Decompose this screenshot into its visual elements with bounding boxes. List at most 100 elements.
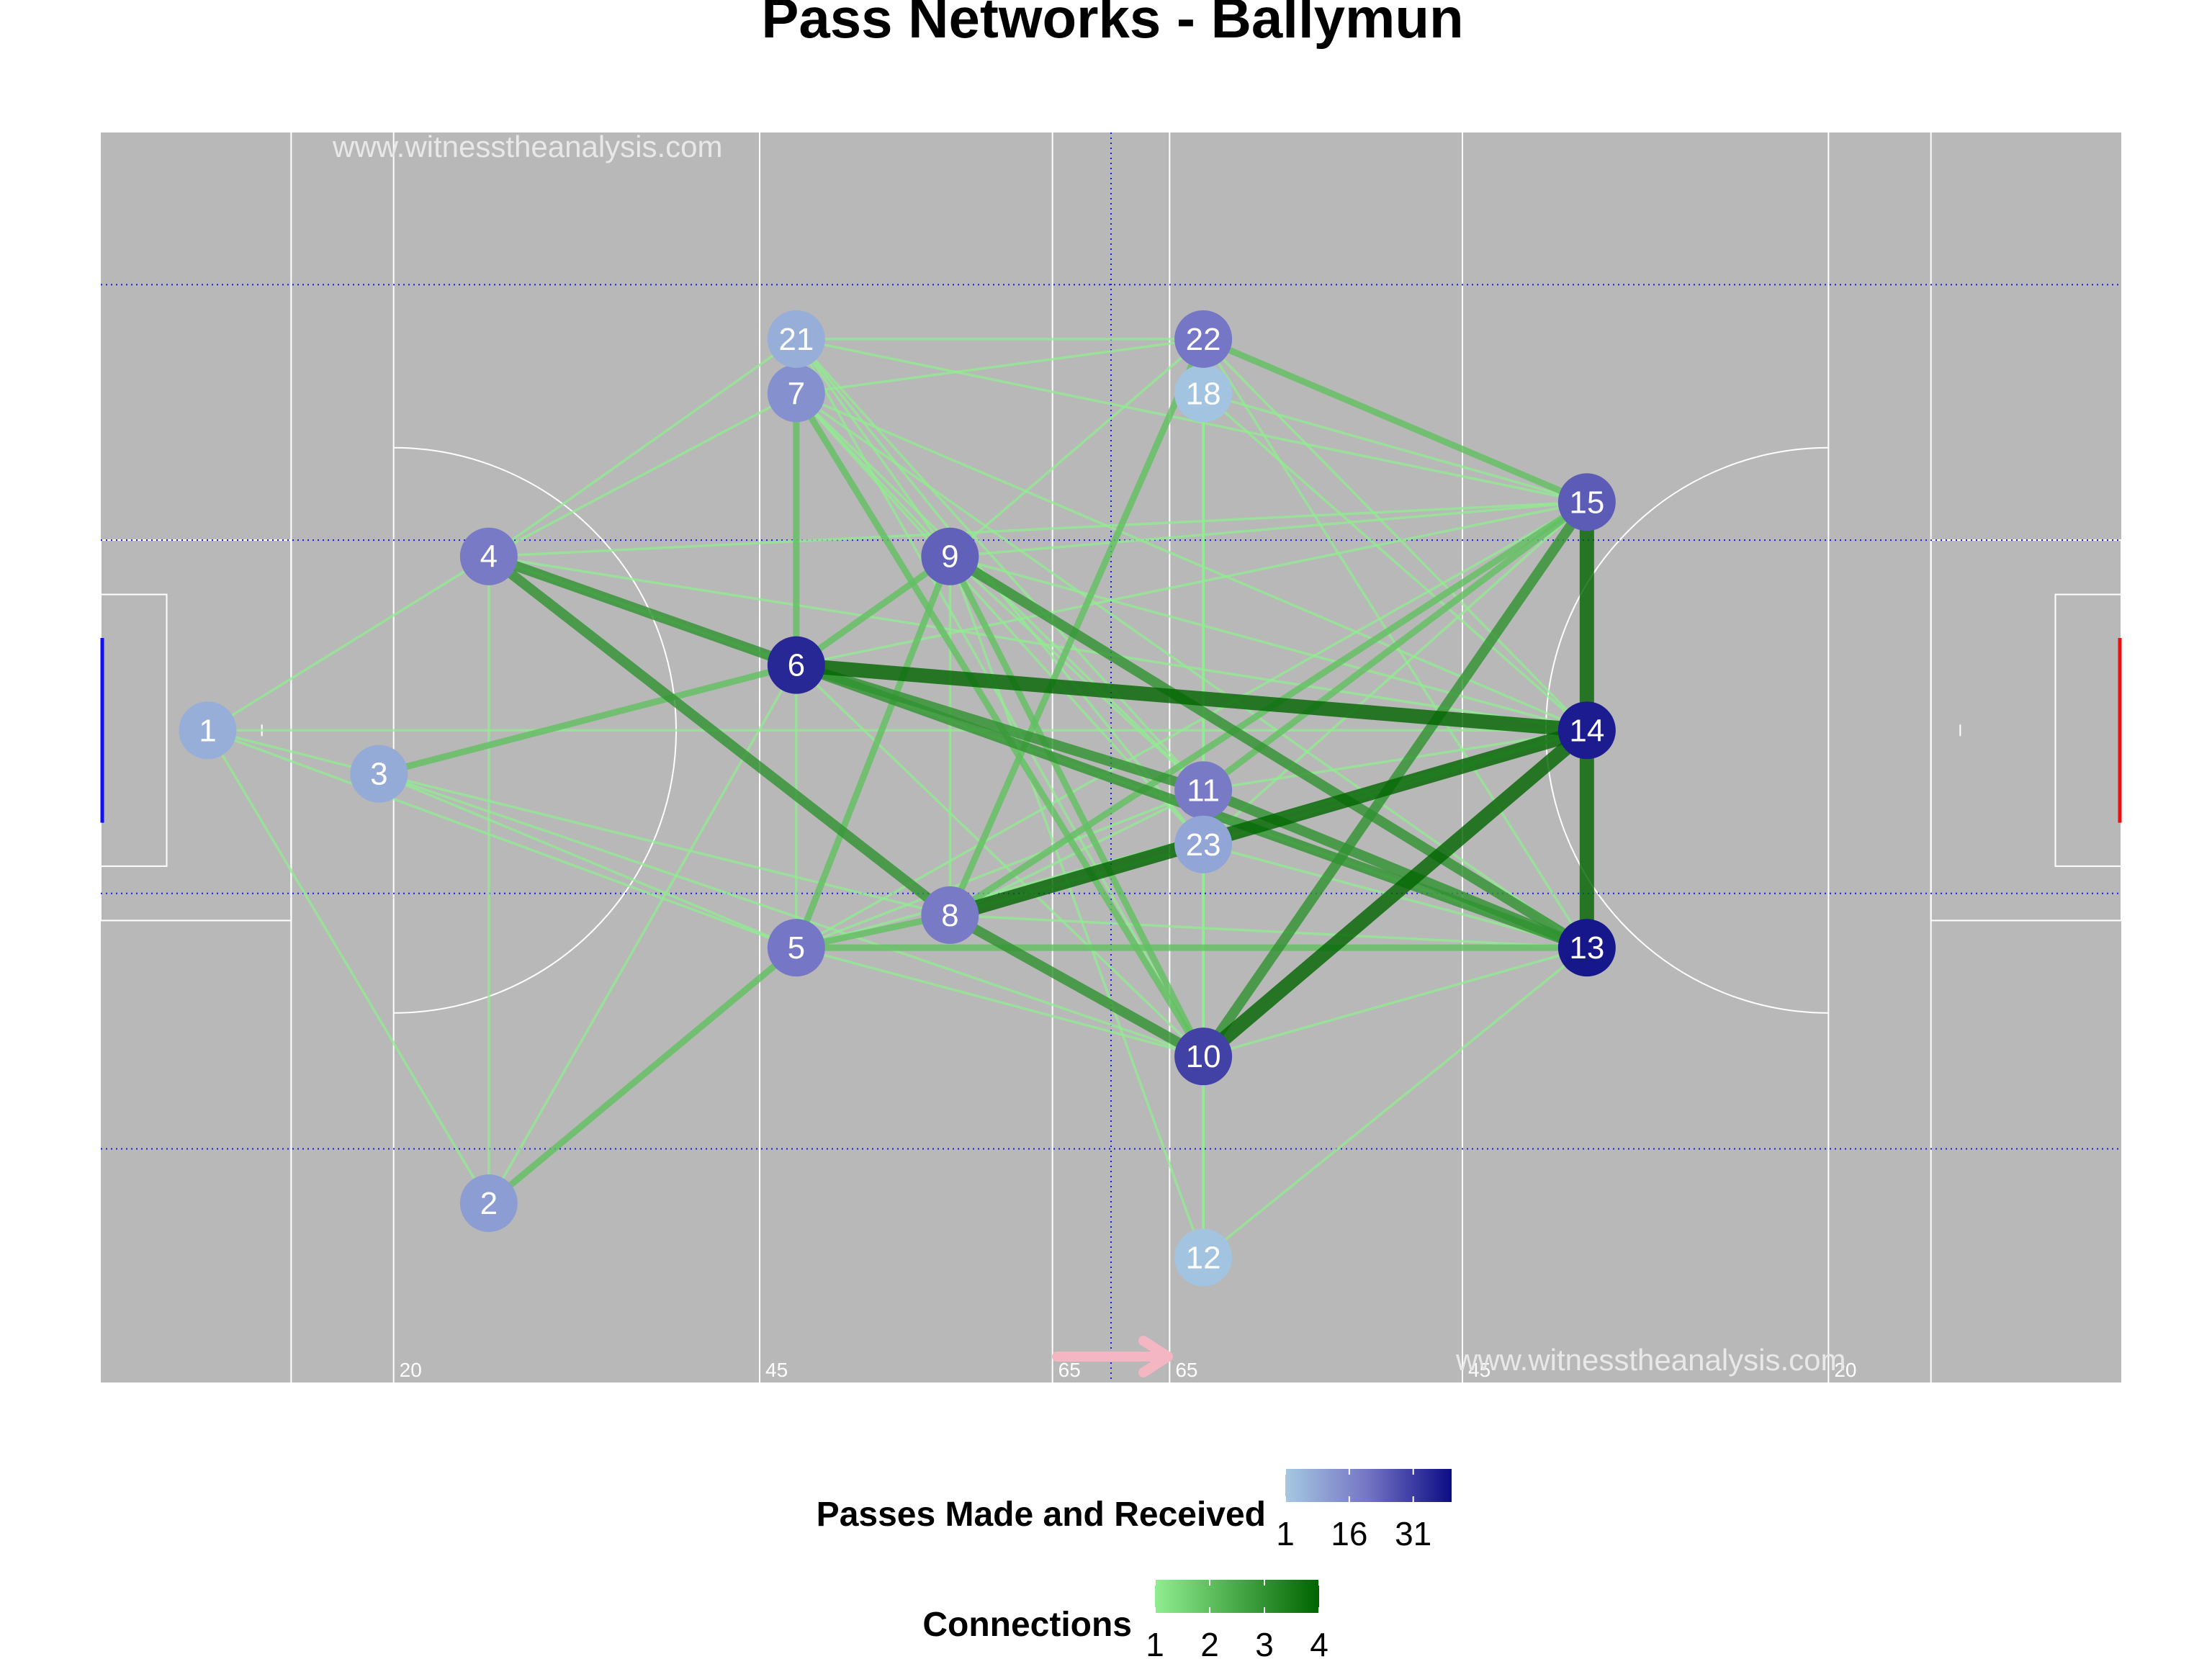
connection-15-4 (488, 500, 1587, 558)
connection-5-11 (796, 788, 1204, 949)
legend-connections-gradient (1155, 1580, 1319, 1613)
connection-8-10 (947, 910, 1206, 1061)
player-number: 18 (1186, 376, 1221, 411)
player-circle (767, 919, 825, 977)
player-circle (1557, 701, 1616, 760)
goal-markers (100, 637, 2122, 823)
player-node-9: 9 (921, 527, 979, 585)
legend-connections-tick-label-0: 1 (1146, 1626, 1164, 1659)
connection-1-2 (206, 729, 490, 1204)
connection-4-21 (487, 338, 797, 558)
player-number: 10 (1186, 1039, 1221, 1074)
connection-9-14 (949, 555, 1588, 732)
connection-6-10 (795, 664, 1205, 1058)
connection-6-15 (796, 500, 1588, 667)
connection-9-11 (949, 555, 1205, 791)
connection-3-6 (378, 662, 797, 777)
distance-marking-2: 65 (1058, 1359, 1081, 1381)
attack-direction-arrow (1052, 1336, 1173, 1377)
arrow-head (1138, 1336, 1173, 1377)
player-node-22: 22 (1174, 310, 1233, 368)
distance-marking-1: 45 (765, 1359, 788, 1381)
connection-3-5 (378, 773, 797, 949)
player-circle (921, 886, 979, 944)
player-circle (1174, 310, 1233, 368)
player-node-7: 7 (767, 364, 825, 423)
connection-10-14 (1198, 724, 1592, 1062)
player-circle (459, 1174, 518, 1232)
player-node-3: 3 (350, 745, 408, 803)
legend-connections-tick-label-2: 3 (1255, 1626, 1274, 1659)
player-number: 11 (1187, 773, 1220, 808)
connection-9-22 (949, 338, 1205, 558)
legend-nodes-tick-label-0: 1 (1276, 1515, 1295, 1552)
player-node-1: 1 (179, 701, 237, 760)
player-number: 9 (941, 539, 958, 575)
player-node-8: 8 (921, 886, 979, 944)
connection-6-14 (796, 657, 1588, 738)
player-circle (1174, 761, 1233, 819)
player-circle (350, 745, 408, 803)
player-number: 5 (788, 930, 805, 966)
legend-connections-tick-label-1: 2 (1200, 1626, 1219, 1659)
player-circle (179, 701, 237, 760)
player-circle (1174, 815, 1233, 873)
player-circle (767, 310, 825, 368)
connection-4-14 (488, 555, 1588, 732)
distance-marking-0: 20 (400, 1359, 422, 1381)
connection-21-9 (795, 338, 951, 557)
player-node-15: 15 (1557, 473, 1616, 531)
connection-9-10 (947, 554, 1207, 1058)
player-circle (1557, 473, 1616, 531)
connection-9-12 (948, 556, 1205, 1258)
connection-22-15 (1202, 336, 1588, 505)
legend-connections-colorbar: 1 2 3 4 (1146, 1580, 1328, 1659)
connection-9-15 (950, 500, 1587, 558)
player-node-13: 13 (1557, 919, 1616, 977)
legend-nodes-colorbar: 1 16 31 (1276, 1469, 1452, 1552)
distance-marking-3: 65 (1175, 1359, 1197, 1381)
legend-nodes-tick-label-1: 16 (1331, 1515, 1367, 1552)
connection-6-9 (794, 554, 952, 668)
connection-21-15 (796, 338, 1588, 503)
watermark-bottom: www.witnesstheanalysis.com (1455, 1343, 1846, 1377)
connection-1-3 (207, 729, 379, 775)
legend-connections-title: Connections (922, 1606, 1132, 1644)
legend-nodes-gradient (1285, 1469, 1452, 1502)
connection-4-8 (485, 552, 953, 920)
player-number: 3 (370, 757, 387, 792)
connection-21-11 (795, 338, 1205, 791)
distance-marking-4: 45 (1468, 1359, 1491, 1381)
connection-5-10 (796, 946, 1204, 1058)
connection-11-14 (1202, 729, 1588, 792)
connection-3-8 (378, 772, 950, 917)
player-node-5: 5 (767, 919, 825, 977)
connection-10-13 (1202, 946, 1588, 1058)
connection-6-11 (794, 660, 1205, 795)
player-circle (1174, 364, 1233, 423)
connection-2-5 (486, 945, 799, 1206)
legend-nodes-tick-label-2: 31 (1395, 1515, 1431, 1552)
legend: Passes Made and Received 1 16 31 Connectio… (817, 1469, 1452, 1659)
connection-1-5 (207, 729, 797, 949)
player-circle (1174, 1228, 1233, 1287)
connection-11-15 (1201, 499, 1589, 793)
distance-marking-5: 20 (1834, 1359, 1856, 1381)
connection-12-13 (1202, 946, 1588, 1259)
player-number: 2 (480, 1186, 498, 1221)
player-node-10: 10 (1174, 1028, 1233, 1086)
connection-5-15 (795, 500, 1588, 949)
connection-15-18 (1202, 392, 1588, 503)
connection-3-10 (378, 772, 1204, 1058)
chart-title: Pass Networks - Ballymun (761, 0, 1463, 50)
player-number: 13 (1569, 930, 1604, 966)
connection-8-14 (948, 723, 1589, 922)
pass-connections (206, 336, 1594, 1259)
player-number: 15 (1569, 485, 1604, 520)
player-number: 8 (941, 898, 958, 933)
connection-4-7 (488, 392, 797, 558)
player-node-18: 18 (1174, 364, 1233, 423)
player-node-21: 21 (767, 310, 825, 368)
